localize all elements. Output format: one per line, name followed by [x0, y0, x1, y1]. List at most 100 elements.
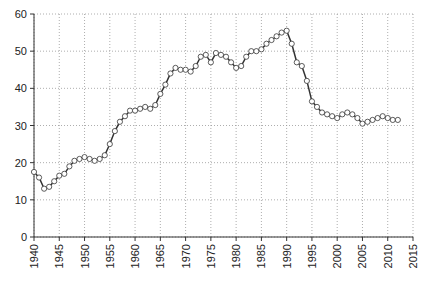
point-marker: [304, 78, 309, 83]
x-grid-line: [387, 14, 388, 237]
x-tick: [261, 237, 262, 241]
x-tick: [135, 237, 136, 241]
point-marker: [97, 156, 102, 161]
x-grid-line: [109, 14, 110, 237]
y-grid-line: [34, 125, 413, 126]
y-tick-label: 60: [15, 8, 27, 20]
point-marker: [203, 52, 208, 57]
y-grid-line: [34, 88, 413, 89]
x-tick-label: 1980: [230, 244, 242, 268]
point-marker: [284, 28, 289, 33]
point-marker: [188, 69, 193, 74]
y-grid-line: [34, 14, 413, 15]
point-marker: [218, 52, 223, 57]
point-marker: [42, 186, 47, 191]
x-grid-line: [286, 14, 287, 237]
point-marker: [138, 106, 143, 111]
x-grid-line: [34, 14, 35, 237]
x-tick: [387, 237, 388, 241]
x-grid-line: [413, 14, 414, 237]
point-marker: [314, 104, 319, 109]
y-tick: [30, 51, 34, 52]
x-tick: [59, 237, 60, 241]
y-grid-line: [34, 162, 413, 163]
point-marker: [122, 114, 127, 119]
point-marker: [319, 110, 324, 115]
x-tick-label: 1945: [53, 244, 65, 268]
x-tick-label: 2005: [356, 244, 368, 268]
y-tick: [30, 125, 34, 126]
point-marker: [168, 71, 173, 76]
point-marker: [31, 169, 36, 174]
x-grid-line: [337, 14, 338, 237]
grid: [34, 14, 413, 237]
point-marker: [294, 60, 299, 65]
point-marker: [62, 171, 67, 176]
point-marker: [309, 99, 314, 104]
point-marker: [355, 115, 360, 120]
point-marker: [183, 67, 188, 72]
x-tick: [160, 237, 161, 241]
point-marker: [239, 63, 244, 68]
point-marker: [148, 106, 153, 111]
point-marker: [67, 164, 72, 169]
y-tick: [30, 14, 34, 15]
point-marker: [234, 65, 239, 70]
x-tick-label: 1995: [306, 244, 318, 268]
y-tick-label: 30: [15, 120, 27, 132]
y-tick: [30, 237, 34, 238]
x-tick-label: 1960: [129, 244, 141, 268]
point-marker: [117, 119, 122, 124]
point-marker: [57, 173, 62, 178]
point-marker: [173, 65, 178, 70]
y-tick: [30, 199, 34, 200]
x-tick-label: 1950: [79, 244, 91, 268]
y-tick: [30, 88, 34, 89]
point-marker: [289, 41, 294, 46]
point-marker: [299, 63, 304, 68]
point-marker: [269, 37, 274, 42]
point-marker: [244, 54, 249, 59]
x-tick-label: 1970: [180, 244, 192, 268]
point-marker: [132, 108, 137, 113]
x-tick-label: 2010: [382, 244, 394, 268]
x-tick-label: 2015: [407, 244, 419, 268]
y-tick-label: 40: [15, 82, 27, 94]
y-grid-line: [34, 237, 413, 238]
y-tick-label: 0: [21, 231, 27, 243]
point-marker: [36, 175, 41, 180]
point-marker: [228, 60, 233, 65]
x-tick: [210, 237, 211, 241]
x-tick-label: 1940: [28, 244, 40, 268]
point-marker: [163, 82, 168, 87]
point-marker: [92, 158, 97, 163]
point-marker: [279, 30, 284, 35]
point-marker: [102, 153, 107, 158]
x-grid-line: [135, 14, 136, 237]
point-marker: [72, 158, 77, 163]
point-marker: [87, 156, 92, 161]
point-marker: [77, 156, 82, 161]
y-grid-line: [34, 199, 413, 200]
point-marker: [385, 115, 390, 120]
x-tick: [84, 237, 85, 241]
x-tick: [236, 237, 237, 241]
x-tick: [185, 237, 186, 241]
point-marker: [380, 114, 385, 119]
x-tick: [362, 237, 363, 241]
y-axis-line: [34, 14, 35, 237]
x-tick-label: 1965: [154, 244, 166, 268]
point-marker: [390, 117, 395, 122]
x-tick: [337, 237, 338, 241]
point-marker: [345, 110, 350, 115]
point-marker: [324, 112, 329, 117]
chart-svg: 0102030405060194019451950195519601965197…: [0, 0, 421, 284]
x-tick-label: 2000: [331, 244, 343, 268]
point-marker: [193, 63, 198, 68]
point-marker: [249, 49, 254, 54]
x-tick-label: 1975: [205, 244, 217, 268]
y-tick-label: 50: [15, 45, 27, 57]
x-tick: [34, 237, 35, 241]
point-marker: [274, 34, 279, 39]
point-marker: [208, 60, 213, 65]
